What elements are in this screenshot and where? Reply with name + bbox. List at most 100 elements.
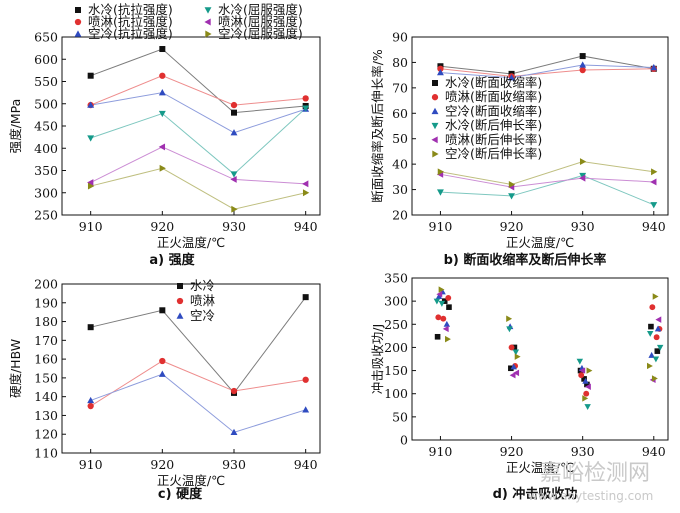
chart-b-point: [508, 193, 516, 200]
chart-a-series-line: [90, 146, 306, 185]
chart-d-point: [651, 375, 658, 382]
chart-d-point: [438, 300, 446, 307]
chart-b-xtick-label: 930: [571, 219, 595, 234]
chart-a-ytick-label: 600: [34, 52, 58, 67]
chart-c-ytick-label: 110: [34, 446, 58, 461]
chart-b-series-line: [440, 55, 654, 75]
chart-c-legend-label: 水冷: [190, 278, 215, 293]
chart-b-ytick-label: 80: [392, 55, 408, 70]
chart-c-frame: [61, 283, 321, 454]
chart-b-frame: [411, 36, 669, 216]
chart-c-series-line: [90, 296, 307, 394]
chart-a-legend-marker: [204, 7, 212, 14]
chart-b-xlabel: 正火温度/℃: [506, 235, 574, 250]
chart-a-point: [230, 101, 238, 109]
chart-d-xtick-label: 920: [500, 444, 524, 459]
chart-d-ytick-label: 100: [384, 386, 408, 401]
chart-d-caption: d) 冲击吸收功: [493, 486, 578, 502]
chart-c-legend-marker: [177, 283, 183, 289]
chart-d-point: [584, 383, 591, 390]
watermark-cn: 嘉峪检测网: [540, 461, 650, 486]
chart-b-point: [508, 74, 516, 81]
chart-d-point: [584, 381, 590, 388]
chart-b-point: [437, 65, 444, 72]
chart-c-xtick-label: 930: [222, 457, 246, 472]
chart-a-ytick-label: 350: [34, 163, 58, 178]
chart-b-point: [508, 181, 516, 188]
chart-a-ytick-label: 250: [34, 208, 58, 223]
chart-a-ytick-label: 450: [34, 119, 58, 134]
chart-d-point: [652, 356, 660, 363]
chart-d-point: [656, 344, 664, 351]
chart-c-point: [87, 402, 94, 410]
chart-a-point: [158, 89, 166, 96]
chart-b-series-line: [440, 68, 654, 77]
chart-b-legend-label: 喷淋(断后伸长率): [445, 132, 542, 147]
chart-b-ytick-label: 30: [392, 182, 408, 197]
chart-d-point: [440, 315, 447, 322]
chart-a-point: [231, 109, 237, 116]
chart-b-ytick-label: 60: [392, 106, 408, 121]
chart-a-point: [230, 175, 237, 183]
chart-d-point: [646, 362, 653, 370]
chart-d-point: [436, 290, 443, 298]
chart-b-ytick-label: 50: [392, 131, 408, 146]
chart-c-ytick-label: 150: [34, 370, 58, 385]
chart-d-ytick-label: 50: [392, 409, 408, 424]
chart-d-point: [579, 367, 586, 374]
chart-d-point: [586, 367, 593, 374]
chart-a-point: [231, 205, 238, 213]
chart-a-legend-marker: [75, 7, 81, 13]
chart-b-series-line: [440, 173, 654, 188]
chart-c-legend-marker: [176, 312, 184, 319]
chart-a-point: [230, 129, 238, 136]
chart-d-ytick-label: 150: [384, 363, 408, 378]
chart-b-legend-marker: [431, 122, 439, 130]
chart-d-point: [514, 353, 521, 360]
chart-d-point: [508, 365, 514, 372]
chart-d-xlabel: 正火温度/℃: [506, 460, 574, 475]
chart-a-ylabel: 强度/MPa: [8, 99, 23, 154]
chart-d-xtick-label: 940: [642, 444, 666, 459]
chart-d-point: [653, 334, 660, 341]
chart-d-ytick-label: 250: [384, 317, 408, 332]
chart-c-point: [159, 357, 166, 365]
chart-b-ylabel: 断面收缩率及断后伸长率/%: [370, 49, 385, 203]
chart-b-point: [437, 168, 445, 176]
chart-b-series-line: [440, 175, 654, 206]
chart-a-series-line: [90, 75, 306, 106]
chart-d-point: [512, 349, 520, 356]
chart-c-ytick-label: 190: [34, 295, 58, 310]
chart-c-legend-marker: [176, 297, 184, 305]
series-lines-layer: [90, 48, 654, 433]
chart-b-point: [436, 69, 444, 76]
chart-a-legend-label: 水冷(抗拉强度): [88, 2, 173, 17]
chart-c-xlabel: 正火温度/℃: [157, 473, 225, 488]
chart-a-series-line: [90, 107, 307, 175]
chart-a-point: [87, 135, 95, 142]
chart-d-ytick-label: 300: [384, 294, 408, 309]
chart-d-point: [434, 333, 441, 340]
chart-a-legend-marker: [204, 18, 211, 26]
watermark-en: www.anytesting.com: [528, 489, 653, 503]
chart-b-legend-label: 空冷(断面收缩率): [445, 103, 542, 118]
chart-d-point: [582, 377, 589, 384]
chart-a-legend-label: 喷淋(屈服强度): [218, 14, 303, 29]
chart-d-ytick-label: 350: [384, 271, 408, 286]
chart-b-point: [579, 174, 586, 182]
chart-a-point: [87, 179, 94, 186]
chart-b-legend-label: 喷淋(断面收缩率): [445, 89, 542, 104]
chart-c-point: [87, 396, 95, 404]
chart-a-point: [302, 189, 310, 197]
chart-c-ylabel: 硬度/HBW: [8, 339, 23, 398]
chart-b-xtick-label: 920: [500, 219, 524, 234]
chart-d-point: [443, 320, 451, 327]
chart-d-point: [510, 363, 517, 370]
chart-d-point: [584, 404, 591, 411]
chart-c-point: [302, 376, 309, 383]
chart-a-frame: [61, 36, 321, 216]
chart-c-point: [230, 387, 238, 395]
chart-b-point: [650, 202, 658, 209]
